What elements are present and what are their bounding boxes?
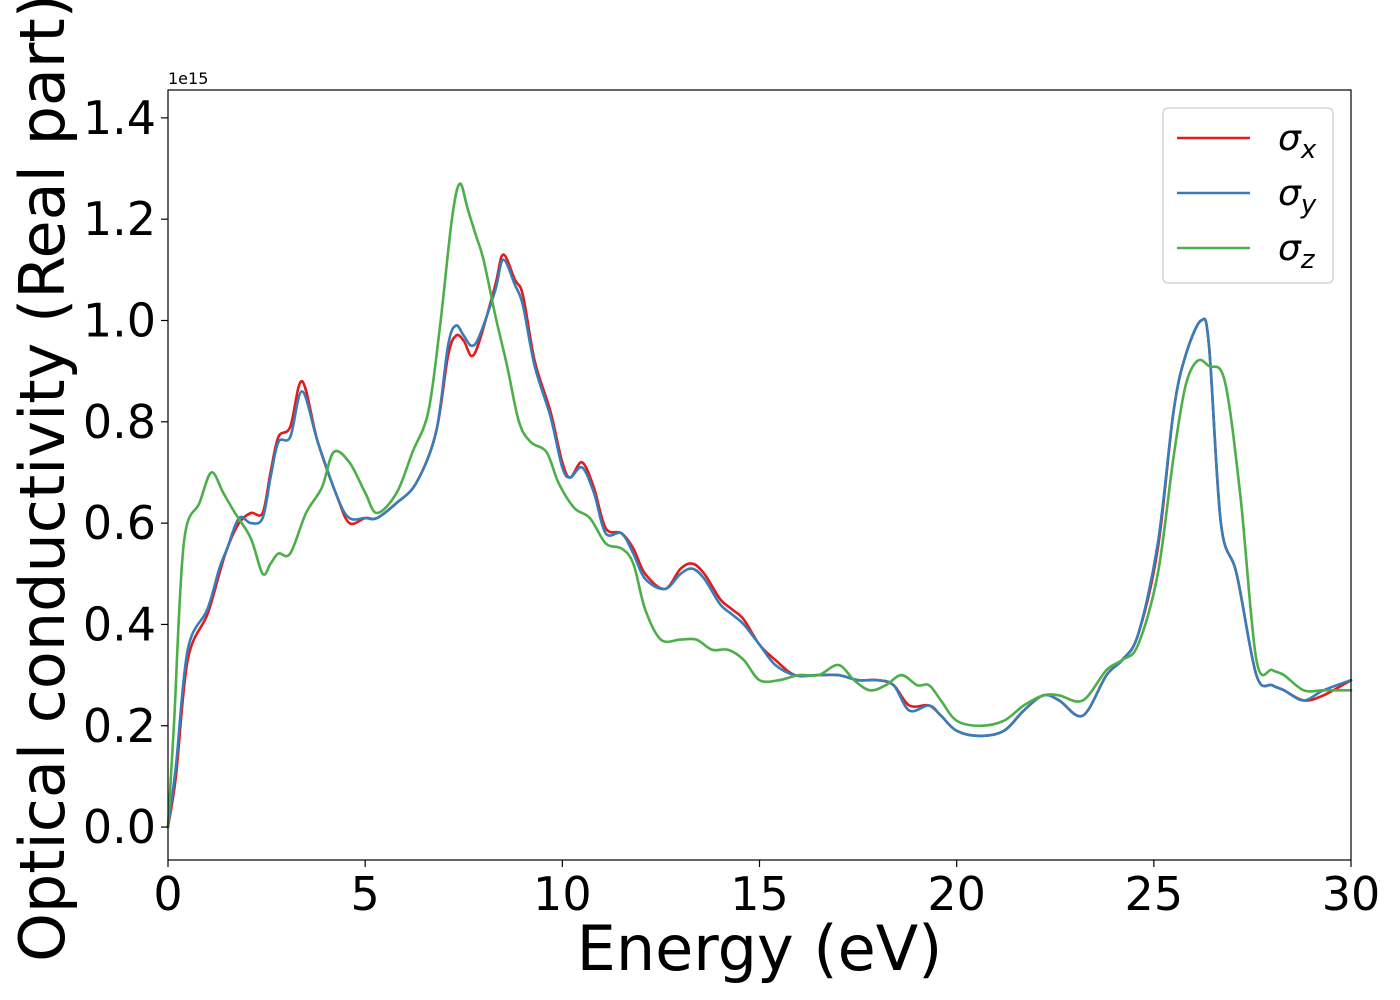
legend-label-y: σy xyxy=(1278,173,1317,220)
x-axis: 0 5 10 15 20 25 30 xyxy=(153,860,1380,921)
x-axis-label: Energy (eV) xyxy=(577,912,943,985)
y-tick-label: 1.0 xyxy=(83,293,156,347)
y-axis-label: Optical conductivity (Real part) xyxy=(6,0,79,962)
y-tick-label: 0.8 xyxy=(83,395,156,449)
series-line-2 xyxy=(166,258,1353,829)
x-tick-label: 5 xyxy=(351,867,380,921)
x-tick-label: 20 xyxy=(927,867,986,921)
x-tick-label: 25 xyxy=(1125,867,1184,921)
legend-label-x: σx xyxy=(1278,118,1317,165)
legend: σx σy σz xyxy=(1162,107,1334,284)
y-tick-label: 1.4 xyxy=(83,91,156,145)
x-tick-label: 30 xyxy=(1322,867,1381,921)
x-tick-label: 0 xyxy=(153,867,182,921)
series-line-3 xyxy=(166,182,1353,829)
legend-label-z: σz xyxy=(1278,228,1316,275)
y-offset-text: 1e15 xyxy=(168,69,208,88)
series-line-1 xyxy=(166,253,1353,829)
y-tick-label: 1.2 xyxy=(83,192,156,246)
y-tick-label: 0.4 xyxy=(83,597,156,651)
y-tick-label: 0.6 xyxy=(83,496,156,550)
y-tick-label: 0.0 xyxy=(83,800,156,854)
y-axis: 0.0 0.2 0.4 0.6 0.8 1.0 1.2 1.4 xyxy=(83,91,168,854)
y-tick-label: 0.2 xyxy=(83,699,156,753)
series-layer xyxy=(166,182,1353,829)
legend-box xyxy=(1162,107,1334,284)
x-tick-label: 15 xyxy=(730,867,789,921)
x-tick-label: 10 xyxy=(533,867,592,921)
